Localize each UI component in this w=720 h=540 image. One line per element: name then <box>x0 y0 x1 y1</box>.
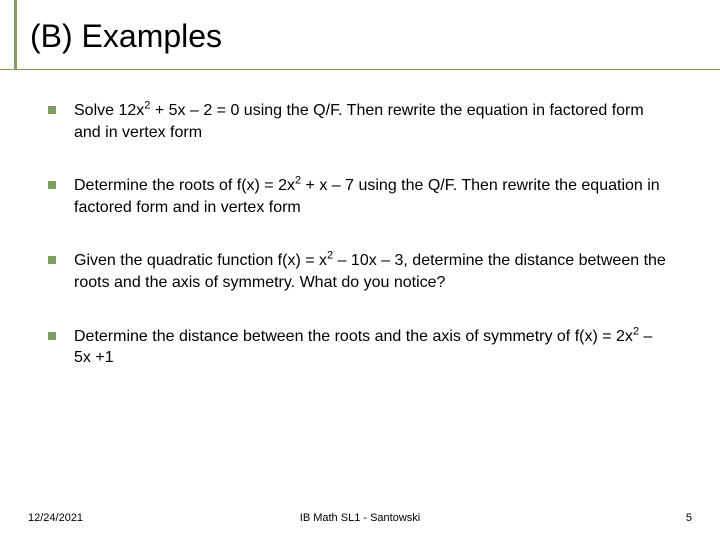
footer-date: 12/24/2021 <box>28 512 83 524</box>
bullet-marker-icon <box>48 256 56 264</box>
bullet-text: Solve 12x2 + 5x – 2 = 0 using the Q/F. T… <box>74 100 672 143</box>
title-accent-bar <box>14 0 17 70</box>
footer-page-number: 5 <box>686 512 692 524</box>
bullet-item: Determine the roots of f(x) = 2x2 + x – … <box>48 175 672 218</box>
bullet-item: Solve 12x2 + 5x – 2 = 0 using the Q/F. T… <box>48 100 672 143</box>
title-container: (B) Examples <box>0 0 720 70</box>
content-area: Solve 12x2 + 5x – 2 = 0 using the Q/F. T… <box>0 70 720 369</box>
slide: (B) Examples Solve 12x2 + 5x – 2 = 0 usi… <box>0 0 720 540</box>
bullet-text: Determine the distance between the roots… <box>74 326 672 369</box>
bullet-marker-icon <box>48 106 56 114</box>
bullet-text: Determine the roots of f(x) = 2x2 + x – … <box>74 175 672 218</box>
bullet-marker-icon <box>48 181 56 189</box>
slide-title: (B) Examples <box>30 18 720 55</box>
footer: 12/24/2021 IB Math SL1 - Santowski 5 <box>0 512 720 524</box>
bullet-marker-icon <box>48 332 56 340</box>
bullet-item: Given the quadratic function f(x) = x2 –… <box>48 250 672 293</box>
bullet-text: Given the quadratic function f(x) = x2 –… <box>74 250 672 293</box>
bullet-item: Determine the distance between the roots… <box>48 326 672 369</box>
footer-center: IB Math SL1 - Santowski <box>300 512 420 524</box>
